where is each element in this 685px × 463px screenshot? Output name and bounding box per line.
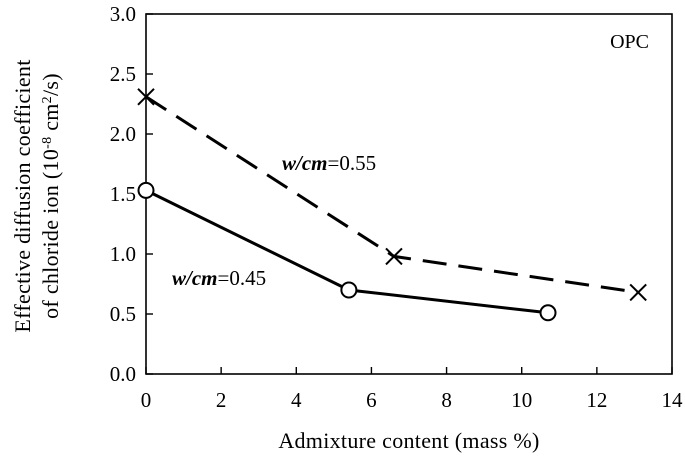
x-axis-ticks: 0 2 4 6 8 10 12 14 xyxy=(141,367,683,412)
panel-label: OPC xyxy=(610,31,649,53)
x-tick-label: 0 xyxy=(141,388,152,412)
x-tick-label: 2 xyxy=(216,388,227,412)
data-point-circle xyxy=(340,281,358,299)
y-tick-label: 0.0 xyxy=(110,362,136,386)
x-axis-title: Admixture content (mass %) xyxy=(278,428,539,453)
data-point-cross xyxy=(137,88,155,106)
x-tick-label: 14 xyxy=(662,388,684,412)
y-tick-label: 1.5 xyxy=(110,182,136,206)
y-tick-label: 0.5 xyxy=(110,302,136,326)
x-tick-label: 6 xyxy=(366,388,377,412)
y-tick-label: 1.0 xyxy=(110,242,136,266)
x-tick-label: 4 xyxy=(291,388,302,412)
series-layer xyxy=(137,88,647,322)
x-tick-label: 10 xyxy=(511,388,532,412)
data-point-cross xyxy=(385,247,403,266)
y-tick-label: 3.0 xyxy=(110,2,136,26)
x-tick-label: 8 xyxy=(441,388,452,412)
x-tick-label: 12 xyxy=(586,388,607,412)
series-annotation-045: w/cm=0.45 xyxy=(172,266,266,290)
y-tick-label: 2.0 xyxy=(110,122,136,146)
y-tick-label: 2.5 xyxy=(110,62,136,86)
y-axis-title-line1: Effective diffusion coefficient xyxy=(10,59,35,332)
data-point-circle xyxy=(539,304,557,322)
plot-frame xyxy=(145,13,673,375)
series-line-0 xyxy=(145,95,639,294)
data-point-cross xyxy=(629,283,647,302)
y-axis-title-line2: of chloride ion (10-8 cm2/s) xyxy=(38,73,63,319)
data-point-circle xyxy=(137,181,155,199)
series-annotation-055: w/cm=0.55 xyxy=(282,151,376,175)
